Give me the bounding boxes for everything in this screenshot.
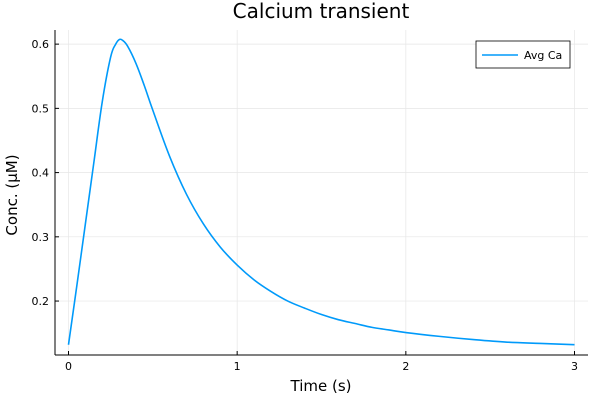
y-tick-label: 0.4	[32, 167, 50, 180]
x-tick-label: 0	[65, 360, 72, 373]
legend-label: Avg Ca	[524, 49, 562, 62]
y-tick-label: 0.5	[32, 102, 50, 115]
x-tick-label: 3	[571, 360, 578, 373]
x-axis-label: Time (s)	[290, 377, 352, 395]
series-line-avg-ca	[67, 38, 575, 346]
legend: Avg Ca	[475, 40, 571, 69]
y-tick-label: 0.6	[32, 38, 50, 51]
x-tick-label: 2	[402, 360, 409, 373]
x-tick-label: 1	[234, 360, 241, 373]
ticks-layer: 0 1 2 3 0.2 0.3 0.4 0.5 0.6	[32, 38, 579, 373]
chart-title: Calcium transient	[233, 0, 410, 23]
series-layer	[67, 38, 575, 346]
y-tick-label: 0.2	[32, 295, 50, 308]
y-tick-label: 0.3	[32, 231, 50, 244]
y-axis-label: Conc. (μM)	[3, 154, 21, 235]
legend-box	[475, 40, 571, 69]
